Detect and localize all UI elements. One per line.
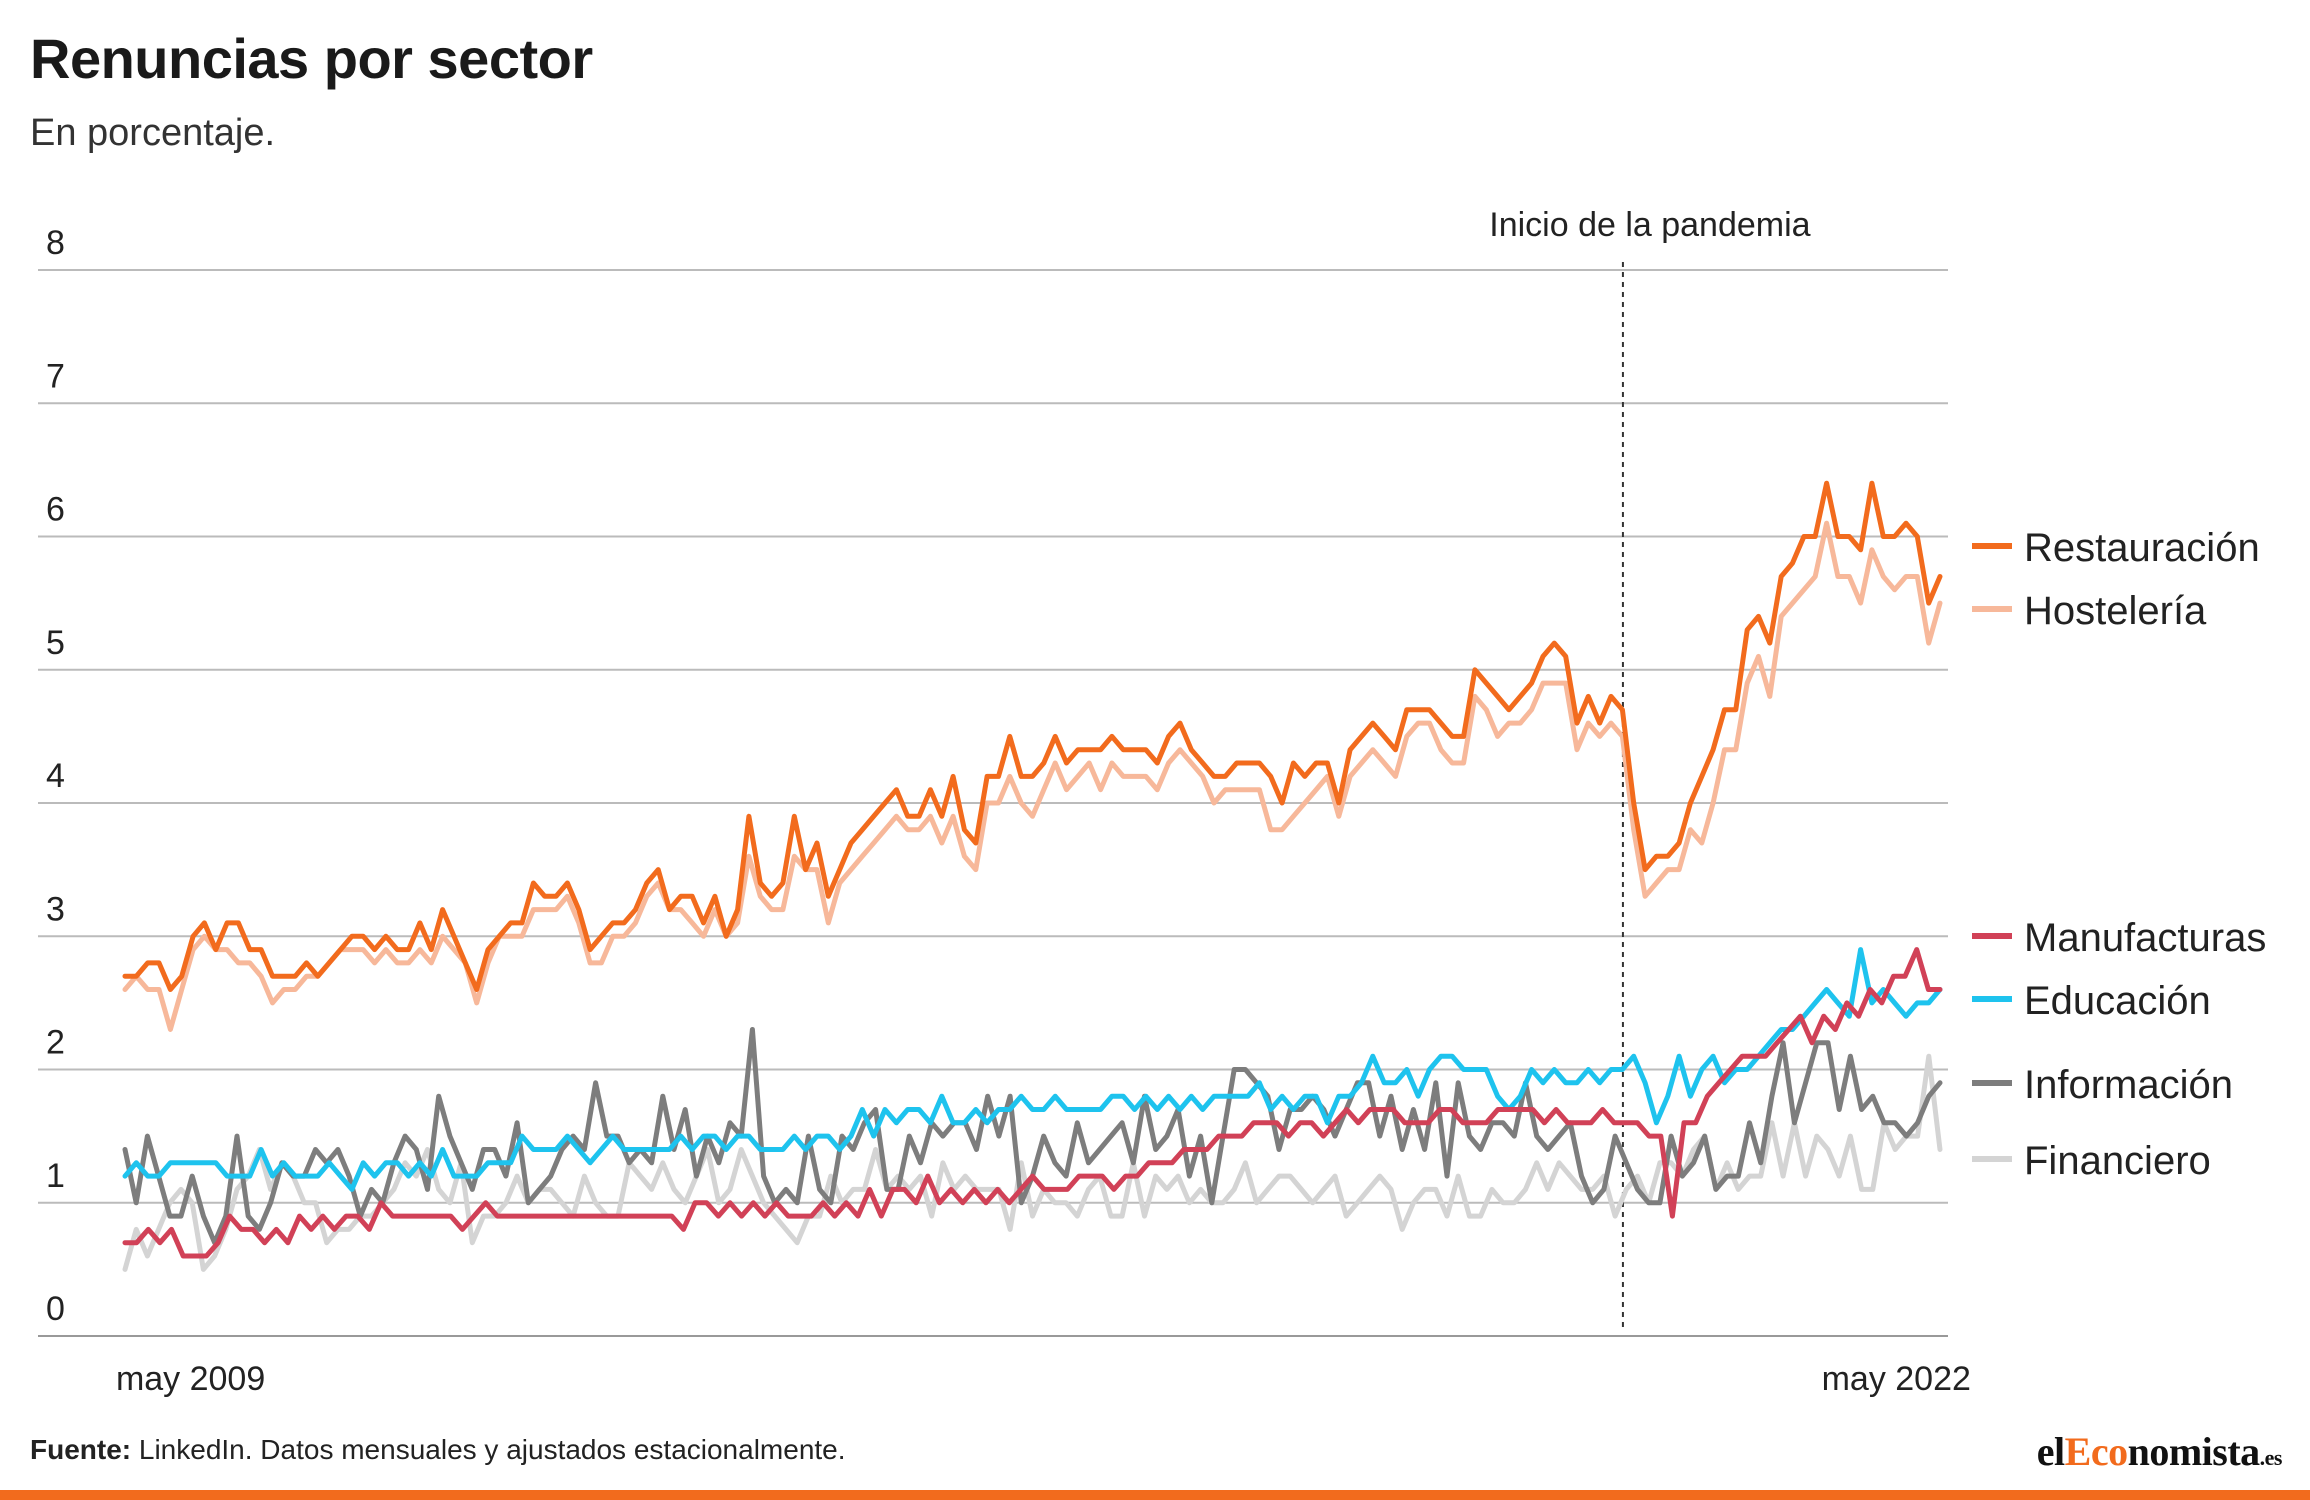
legend-label: Manufacturas [2024,916,2266,960]
y-tick-label: 1 [46,1157,65,1195]
series [122,480,1943,1272]
y-tick-label: 3 [46,890,65,928]
legend-label: Hostelería [2024,589,2207,633]
chart-title: Renuncias por sector [30,27,593,90]
legend-label: Financiero [2024,1139,2211,1183]
series-line-1 [122,520,1943,1032]
series-line-3 [122,947,1943,1192]
series-line-2 [122,947,1943,1259]
series-line-5 [122,1053,1943,1272]
logo-part-nomista: nomista [2127,1429,2261,1474]
grid [38,269,1948,1337]
source-text: LinkedIn. Datos mensuales y ajustados es… [131,1434,846,1465]
y-tick-label: 2 [46,1024,65,1062]
y-tick-label: 6 [46,491,65,529]
y-tick-label: 5 [46,624,65,662]
legend-label: Restauración [2024,526,2260,570]
pandemic-marker: Inicio de la pandemia [1489,206,1811,1328]
logo-part-eco: Eco [2064,1429,2128,1474]
y-tick-label: 0 [46,1290,65,1328]
logo-part-el: el [2036,1429,2065,1474]
x-tick-label: may 2022 [1822,1360,1971,1398]
legend: Restauración Hostelería Manufacturas Educac… [1972,526,2266,1183]
legend-label: Información [2024,1063,2233,1107]
logo-suffix: .es [2259,1445,2283,1470]
brand-bar [0,1490,2310,1500]
y-tick-label: 8 [46,224,65,262]
chart-subtitle: En porcentaje. [30,112,276,154]
y-tick-label: 4 [46,757,65,795]
y-tick-label: 7 [46,357,65,395]
pandemic-marker-label: Inicio de la pandemia [1489,206,1810,244]
eleconomista-logo[interactable]: elEconomista.es [2036,1428,2283,1475]
x-tick-label: may 2009 [116,1360,265,1398]
y-axis: 0 1 2 3 4 5 6 7 8 [46,224,65,1328]
legend-label: Educación [2024,979,2211,1023]
source-label: Fuente: [30,1434,132,1465]
source-note: Fuente: LinkedIn. Datos mensuales y ajus… [30,1434,846,1466]
series-line-0 [122,480,1943,992]
x-axis: may 2009 may 2022 [116,1360,1971,1398]
line-chart: 0 1 2 3 4 5 6 7 8 may 2009 may 2022 Inicio de la … [38,206,2266,1398]
